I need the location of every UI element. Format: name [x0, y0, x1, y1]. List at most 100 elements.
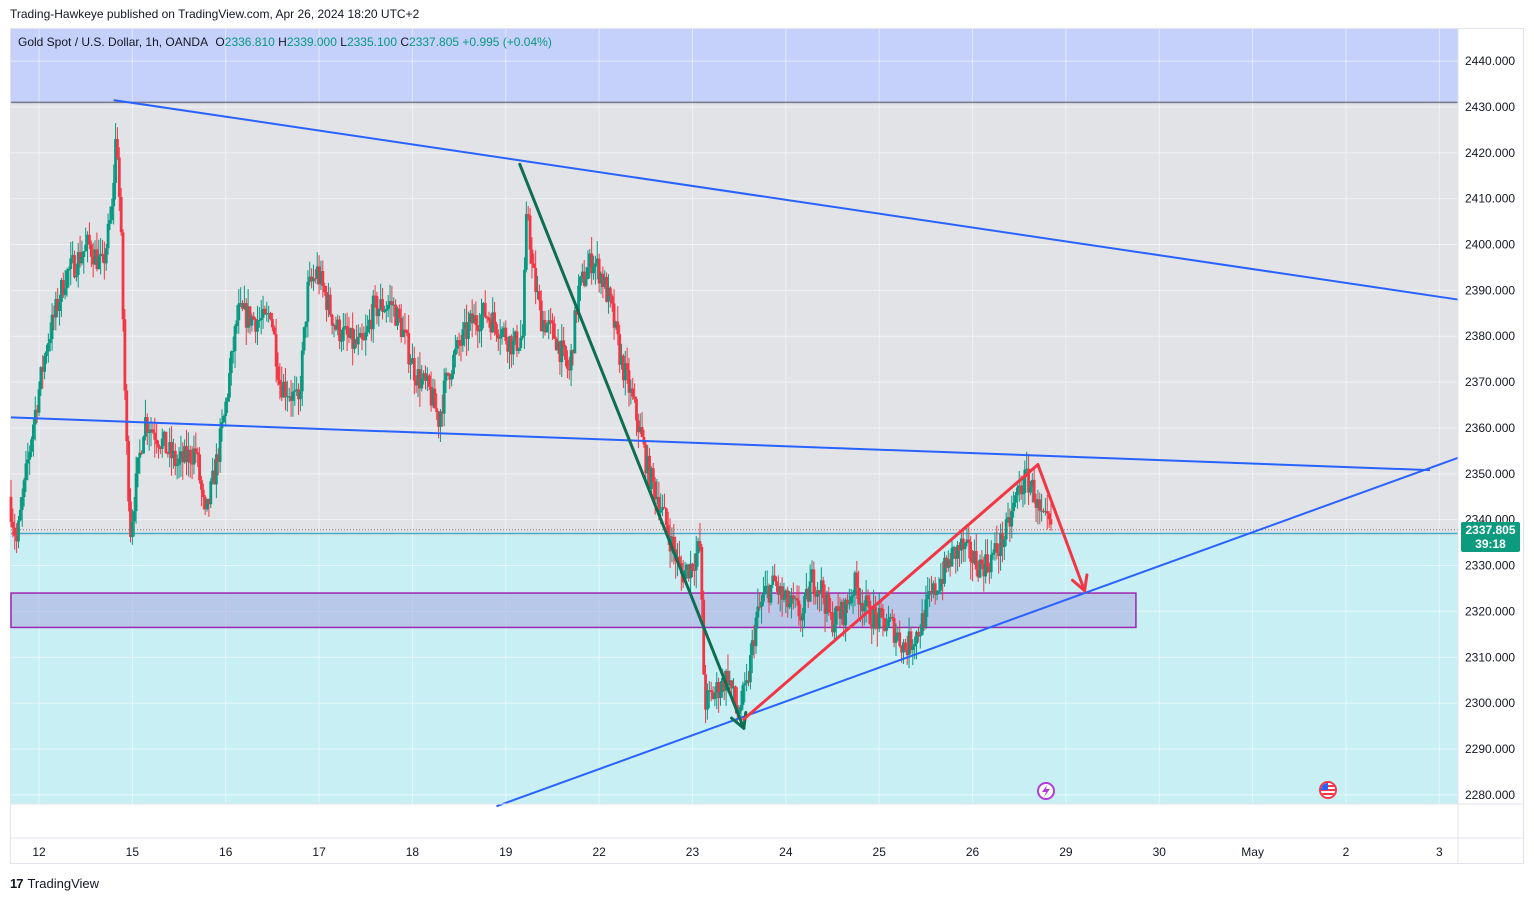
- candle-body: [573, 310, 577, 354]
- candle-body: [196, 452, 200, 455]
- candle-body: [832, 624, 836, 633]
- candle-body: [827, 594, 831, 613]
- candle-body: [71, 255, 75, 259]
- candle-body: [874, 606, 877, 615]
- candle-body: [110, 206, 114, 221]
- candle-body: [416, 369, 420, 386]
- candle-body: [461, 329, 465, 346]
- candle-body: [552, 323, 556, 339]
- candle-body: [959, 538, 963, 551]
- candle-body: [804, 588, 808, 597]
- candle-body: [194, 448, 198, 453]
- trendline-1: [113, 99, 1459, 301]
- candles-group: [9, 123, 1053, 724]
- candle-body: [450, 374, 454, 380]
- candle-body: [543, 319, 547, 333]
- candle-body: [302, 327, 306, 351]
- candle-body: [905, 650, 909, 656]
- candle-body: [422, 373, 426, 379]
- candle-body: [618, 334, 622, 365]
- bearish-move-arrow: [518, 162, 746, 730]
- candle-body: [338, 319, 342, 342]
- candle-body: [147, 431, 151, 433]
- candle-body: [362, 338, 366, 341]
- candle-body: [78, 252, 82, 264]
- candle-body: [526, 214, 530, 216]
- candle-body: [900, 645, 904, 653]
- candle-body: [569, 350, 573, 371]
- candle-body: [541, 319, 545, 332]
- tradingview-footer[interactable]: 17 TradingView: [10, 876, 99, 891]
- y-tick-label: 2280.000: [1465, 788, 1515, 802]
- candle-body: [692, 569, 696, 571]
- candle-body: [349, 328, 353, 338]
- candle-body: [545, 324, 549, 333]
- candle-body: [584, 279, 588, 286]
- candle-body: [995, 543, 999, 553]
- candle-body: [347, 334, 351, 338]
- candle-body: [853, 572, 857, 595]
- candle-body: [586, 267, 590, 280]
- candle-body: [915, 631, 918, 644]
- candle-body: [104, 248, 108, 264]
- candle-body: [76, 252, 80, 275]
- candle-body: [74, 274, 78, 278]
- lightning-event-icon[interactable]: [1037, 782, 1055, 800]
- candle-body: [403, 329, 407, 331]
- candle-body: [470, 313, 474, 324]
- candle-body: [252, 316, 256, 320]
- candle-body: [784, 590, 788, 599]
- candle-body: [20, 497, 24, 510]
- candle-body: [375, 296, 379, 317]
- candle-body: [56, 298, 60, 311]
- candle-body: [719, 691, 722, 699]
- candle-body: [582, 271, 586, 286]
- candle-body: [989, 554, 993, 573]
- y-tick-label: 2290.000: [1465, 742, 1515, 756]
- candle-body: [691, 563, 694, 570]
- candle-body: [201, 489, 205, 498]
- candle-body: [756, 606, 760, 618]
- candle-body: [663, 507, 666, 509]
- candle-body: [868, 600, 872, 624]
- candle-body: [728, 680, 732, 686]
- candle-body: [502, 327, 506, 330]
- candle-body: [758, 606, 762, 608]
- candle-body: [958, 545, 961, 551]
- symbol-title: Gold Spot / U.S. Dollar, 1h, OANDA: [18, 35, 209, 49]
- candle-body: [172, 450, 175, 459]
- recovery-leg-line: [742, 463, 1040, 721]
- candle-body: [308, 276, 312, 282]
- candle-body: [233, 326, 237, 352]
- candle-body: [315, 266, 319, 279]
- candle-body: [442, 380, 446, 414]
- candle-body: [259, 317, 263, 321]
- candle-body: [439, 411, 442, 427]
- candle-body: [332, 324, 336, 326]
- candle-body: [54, 298, 58, 318]
- candle-body: [267, 313, 271, 315]
- candle-body: [355, 339, 358, 345]
- us-flag-icon[interactable]: [1319, 781, 1337, 799]
- candle-body: [704, 674, 707, 710]
- candle-body: [392, 304, 396, 306]
- candle-body: [551, 320, 554, 324]
- candle-body: [239, 303, 243, 305]
- candle-body: [907, 631, 911, 656]
- candle-body: [655, 496, 659, 500]
- candle-body: [99, 253, 103, 257]
- candle-body: [300, 350, 304, 392]
- y-tick-label: 2430.000: [1465, 100, 1515, 114]
- candle-body: [849, 596, 853, 604]
- candle-body: [711, 692, 715, 700]
- candle-body: [610, 296, 614, 304]
- candle-body: [831, 612, 834, 633]
- candle-body: [409, 363, 412, 365]
- candle-body: [991, 552, 995, 555]
- candle-body: [181, 451, 185, 463]
- candle-body: [186, 449, 190, 463]
- candle-body: [1023, 469, 1027, 493]
- candle-body: [1027, 468, 1030, 493]
- candle-body: [157, 444, 160, 448]
